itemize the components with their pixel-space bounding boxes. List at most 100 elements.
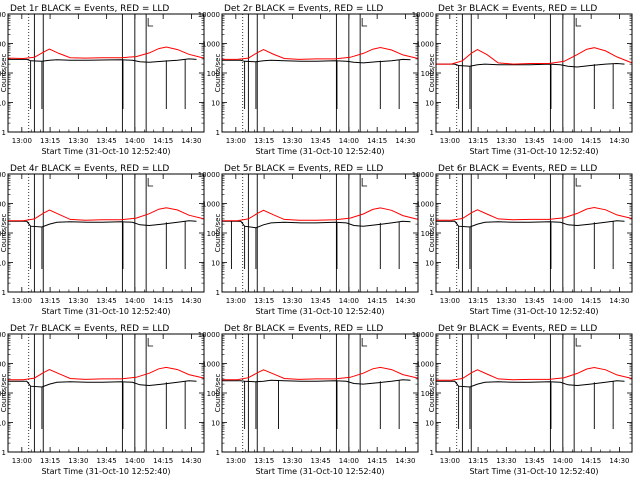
x-tick-label: 14:00 [339,137,359,145]
x-tick-label: 13:45 [97,457,117,465]
y-tick-label: 100 [0,390,6,398]
x-tick-label: 14:30 [181,297,201,305]
y-tick-label: 1000 [202,361,220,369]
y-tick-label: 100 [207,230,220,238]
x-tick-label: 14:30 [395,137,415,145]
x-tick-label: 14:15 [367,297,387,305]
x-tick-label: 13:15 [254,137,274,145]
plot-frame [435,13,633,133]
x-axis-label: Start Time (31-Oct-10 12:52:40) [255,467,384,476]
series-line-events [8,380,197,388]
series-line-lld [7,46,205,60]
y-axis-label: Counts/sec [0,54,8,93]
y-tick-label: 1000 [416,41,434,49]
series-line-events [222,220,411,229]
y-tick-label: 10000 [412,331,434,339]
flag-mark [361,18,368,27]
y-axis-label: Counts/sec [428,214,436,253]
plot-frame [221,13,419,133]
series-line-lld [436,366,633,381]
plot-frame [435,173,633,293]
x-axis-label: Start Time (31-Oct-10 12:52:40) [255,147,384,156]
y-tick-label: 1 [2,289,6,297]
detector-panel-5: Det 5r BLACK = Events, RED = LLD Counts/s… [198,164,419,316]
x-tick-label: 13:15 [40,297,60,305]
y-tick-label: 1000 [416,361,434,369]
x-tick-label: 13:45 [311,297,331,305]
y-tick-label: 1000 [202,41,220,49]
x-tick-label: 13:45 [97,297,117,305]
x-tick-label: 13:15 [468,457,488,465]
x-tick-label: 14:30 [609,137,629,145]
x-tick-label: 13:15 [40,457,60,465]
y-tick-label: 10000 [0,11,6,19]
y-tick-label: 1000 [202,201,220,209]
y-tick-label: 10 [0,260,6,268]
panel-title: Det 8r BLACK = Events, RED = LLD [224,324,383,334]
plot-frame [221,173,419,293]
detector-panel-1: Det 1r BLACK = Events, RED = LLD Counts/s… [0,4,205,156]
y-tick-label: 100 [207,390,220,398]
y-tick-label: 10 [211,260,220,268]
x-tick-label: 13:00 [12,137,32,145]
series-line-events [222,58,411,64]
x-tick-label: 13:00 [440,457,460,465]
x-tick-label: 14:15 [367,457,387,465]
y-tick-label: 10000 [0,331,6,339]
y-axis-label: Counts/sec [214,374,222,413]
x-tick-label: 13:15 [468,297,488,305]
x-tick-label: 13:30 [496,297,516,305]
x-tick-label: 14:00 [125,297,145,305]
x-tick-label: 14:00 [125,457,145,465]
y-tick-label: 1 [430,289,434,297]
flag-mark [361,338,368,347]
y-tick-label: 1000 [0,201,6,209]
x-tick-label: 14:30 [609,457,629,465]
y-tick-label: 10000 [412,11,434,19]
x-tick-label: 13:45 [525,297,545,305]
x-tick-label: 14:15 [581,137,601,145]
y-tick-label: 1 [216,129,220,137]
y-tick-label: 10 [425,420,434,428]
series-line-lld [436,47,633,65]
y-axis-label: Counts/sec [0,214,8,253]
x-tick-label: 14:30 [609,297,629,305]
flag-mark [575,18,582,27]
flag-mark [575,338,582,347]
x-tick-label: 13:15 [40,137,60,145]
x-tick-label: 13:45 [525,137,545,145]
y-axis-label: Counts/sec [214,214,222,253]
panel-title: Det 3r BLACK = Events, RED = LLD [438,4,597,14]
y-tick-label: 10000 [412,171,434,179]
series-line-lld [222,207,419,222]
y-tick-label: 10000 [0,171,6,179]
series-line-lld [222,366,419,381]
x-tick-label: 13:15 [468,137,488,145]
x-tick-label: 13:45 [311,457,331,465]
y-tick-label: 10 [425,260,434,268]
series-line-events [8,58,197,63]
x-tick-label: 14:30 [395,457,415,465]
detector-panel-9: Det 9r BLACK = Events, RED = LLD Counts/s… [412,324,633,476]
y-tick-label: 100 [421,390,434,398]
detector-panel-7: Det 7r BLACK = Events, RED = LLD Counts/s… [0,324,205,476]
y-tick-label: 1 [2,129,6,137]
y-tick-label: 100 [207,70,220,78]
x-tick-label: 14:15 [153,457,173,465]
x-tick-label: 14:00 [339,297,359,305]
x-axis-label: Start Time (31-Oct-10 12:52:40) [469,307,598,316]
x-tick-label: 13:45 [97,137,117,145]
y-tick-label: 1 [430,449,434,457]
x-tick-label: 14:30 [181,457,201,465]
x-tick-label: 13:30 [68,457,88,465]
x-tick-label: 13:15 [254,457,274,465]
y-tick-label: 10000 [198,171,220,179]
flag-mark [361,178,368,187]
plot-frame [7,333,205,453]
series-line-events [436,220,625,228]
y-tick-label: 10000 [198,11,220,19]
x-tick-label: 14:15 [581,297,601,305]
x-axis-label: Start Time (31-Oct-10 12:52:40) [469,467,598,476]
y-tick-label: 10 [0,100,6,108]
